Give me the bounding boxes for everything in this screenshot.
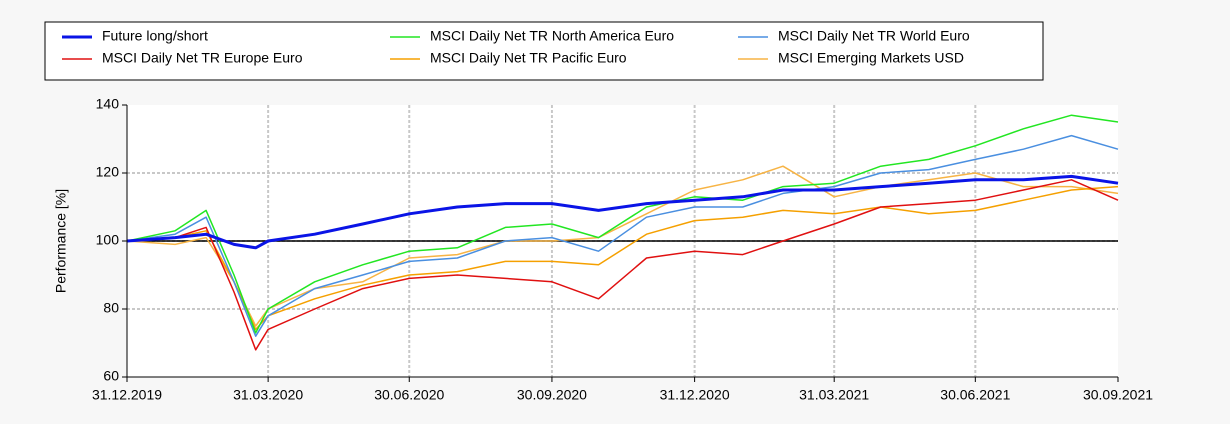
y-tick-label: 60 xyxy=(103,368,119,384)
legend-label: MSCI Daily Net TR Pacific Euro xyxy=(430,50,627,66)
x-tick-label: 31.03.2021 xyxy=(799,387,869,403)
series-line xyxy=(126,179,1119,351)
x-tick-label: 30.06.2021 xyxy=(940,387,1010,403)
y-axis-label: Performance [%] xyxy=(53,189,69,293)
x-tick-label: 30.06.2020 xyxy=(374,387,444,403)
legend-label: MSCI Daily Net TR World Euro xyxy=(778,28,970,44)
x-tick-label: 31.12.2020 xyxy=(660,387,730,403)
y-tick-label: 120 xyxy=(96,164,120,180)
x-tick-label: 31.03.2020 xyxy=(233,387,303,403)
series-line xyxy=(126,134,1119,337)
series-line xyxy=(126,174,1119,250)
series-line xyxy=(126,114,1119,334)
y-tick-label: 100 xyxy=(96,232,120,248)
x-tick-label: 30.09.2021 xyxy=(1083,387,1153,403)
x-tick-label: 30.09.2020 xyxy=(517,387,587,403)
x-tick-label: 31.12.2019 xyxy=(92,387,162,403)
series-line xyxy=(126,165,1119,327)
legend xyxy=(44,21,1044,81)
y-tick-label: 140 xyxy=(96,96,120,112)
y-tick-label: 80 xyxy=(103,300,119,316)
legend-label: MSCI Emerging Markets USD xyxy=(778,50,964,66)
legend-label: MSCI Daily Net TR North America Euro xyxy=(430,28,674,44)
legend-label: Future long/short xyxy=(102,28,208,44)
legend-label: MSCI Daily Net TR Europe Euro xyxy=(102,50,303,66)
